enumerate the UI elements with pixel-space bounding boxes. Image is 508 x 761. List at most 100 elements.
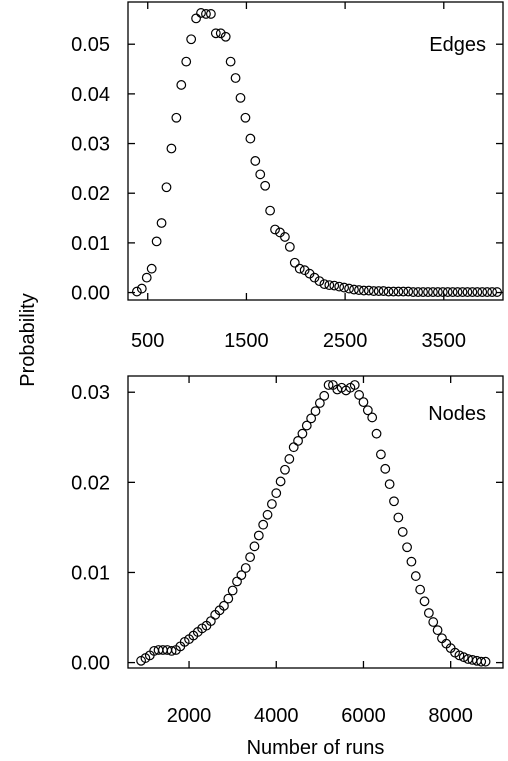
edges-data-point (225, 56, 236, 67)
nodes-data-point (314, 398, 325, 408)
nodes-data-point (301, 420, 312, 431)
edges-data-point (230, 73, 241, 83)
edges-data-point (354, 285, 364, 295)
nodes-data-point (376, 449, 386, 460)
edges-data-point (235, 92, 246, 103)
edges-data-point (329, 280, 340, 291)
edges-data-point (373, 286, 384, 296)
nodes-data-point (406, 556, 417, 567)
edges-data-point (378, 286, 389, 296)
edges-data-point (245, 133, 256, 144)
edges-panel-label: Edges (429, 34, 486, 56)
edges-plot-frame (127, 1, 504, 301)
edges-data-point (314, 276, 325, 287)
edges-data-point (205, 9, 216, 19)
edges-y-tick-label: 0.00 (71, 283, 110, 305)
nodes-data-point (288, 442, 299, 453)
nodes-data-point (227, 585, 238, 596)
edges-data-point (324, 280, 335, 291)
edges-data-point (255, 169, 266, 180)
nodes-data-point (423, 608, 434, 618)
edges-data-point (349, 284, 359, 295)
nodes-data-point (476, 656, 487, 667)
x-axis-title: Number of runs (247, 737, 385, 759)
nodes-x-tick-label: 8000 (428, 705, 473, 727)
edges-data-point (220, 31, 231, 42)
edges-data-point (284, 241, 295, 252)
edges-data-point (191, 13, 201, 24)
nodes-data-point (323, 380, 334, 390)
nodes-data-point (223, 593, 234, 604)
edges-y-tick-label: 0.01 (71, 233, 110, 255)
edges-data-point (210, 28, 221, 39)
nodes-data-point (454, 650, 465, 661)
edges-data-point (339, 282, 350, 293)
nodes-panel: 0.00 0.01 0.02 0.03 2000 4000 6000 8000 Nodes Num… (71, 375, 504, 759)
edges-data-point (309, 272, 320, 283)
nodes-data-point (240, 563, 251, 573)
edges-data-point (151, 236, 162, 247)
nodes-data-point (428, 617, 439, 627)
edges-data-point (482, 287, 493, 297)
edges-data-point (388, 286, 399, 297)
nodes-data-point (380, 463, 391, 474)
edges-data-point (289, 257, 300, 268)
nodes-data-point (232, 576, 242, 587)
nodes-data-point (480, 656, 491, 667)
nodes-data-point (166, 645, 177, 656)
nodes-y-tick-label: 0.01 (71, 562, 110, 584)
edges-data-point (383, 286, 394, 297)
edges-data-point (181, 56, 192, 67)
nodes-x-tick-label: 2000 (167, 705, 212, 727)
nodes-data-point (437, 633, 447, 644)
edges-x-tick-label: 3500 (422, 330, 467, 352)
edges-data-point (131, 286, 142, 297)
nodes-data-point (458, 652, 469, 663)
edges-data-point (408, 287, 419, 297)
nodes-x-tick-label: 6000 (341, 705, 386, 727)
edges-x-tick-label: 1500 (224, 330, 269, 352)
nodes-data-point (358, 397, 369, 408)
nodes-data-point (354, 390, 365, 400)
nodes-panel-label: Nodes (428, 403, 486, 425)
edges-data-point (250, 156, 261, 166)
edges-data-point (457, 287, 468, 297)
nodes-data-point (258, 519, 269, 530)
edges-data-point (146, 263, 157, 274)
edges-y-tick-label: 0.03 (71, 134, 110, 156)
nodes-data-point (293, 435, 303, 446)
edges-data-point (492, 287, 502, 297)
edges-data-point (196, 8, 206, 18)
edges-data-point (319, 279, 330, 290)
nodes-data-point (236, 570, 247, 581)
nodes-data-point (432, 625, 443, 636)
edges-data-point (472, 287, 483, 297)
nodes-data-point (362, 405, 373, 416)
nodes-data-point (266, 499, 277, 509)
edges-data-point (240, 112, 251, 123)
edges-data-point (437, 287, 448, 297)
edges-y-tick-label: 0.02 (71, 183, 110, 205)
edges-data-point (413, 287, 424, 297)
edges-data-point (299, 265, 310, 276)
nodes-data-point (310, 406, 321, 417)
edges-data-point (477, 287, 488, 297)
edges-data-point (270, 224, 280, 235)
edges-data-point (334, 281, 345, 292)
edges-data-point (398, 286, 409, 297)
nodes-data-point (280, 464, 290, 475)
nodes-data-point (419, 596, 430, 607)
edges-data-point (452, 287, 463, 297)
edges-data-point (141, 272, 152, 283)
nodes-data-point (319, 390, 330, 401)
edges-data-point (487, 287, 498, 297)
edges-data-point (428, 287, 438, 297)
edges-data-point (462, 287, 473, 297)
nodes-data-point (275, 476, 286, 487)
nodes-data-point (349, 380, 360, 390)
edges-data-point (294, 263, 305, 274)
edges-data-point (432, 287, 443, 297)
edges-y-tick-label: 0.05 (71, 34, 110, 56)
edges-data-point (447, 287, 458, 297)
edges-y-tick-label: 0.04 (71, 84, 110, 106)
